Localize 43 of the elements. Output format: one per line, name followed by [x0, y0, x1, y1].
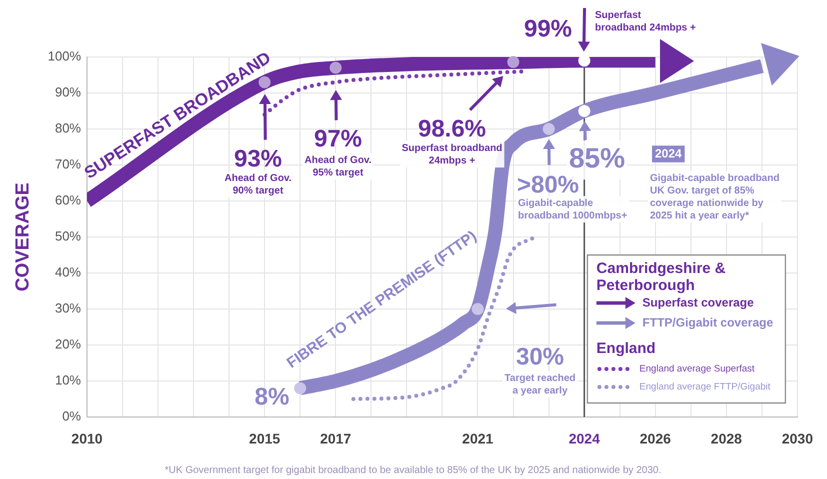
y-tick-label: 30%	[54, 300, 82, 316]
y-tick-label: 60%	[54, 192, 82, 208]
y-tick-label: 20%	[54, 336, 82, 352]
annotation: 8%	[254, 384, 290, 411]
annotation: Superfast broadband 24mbps +	[402, 142, 502, 166]
annotation: England	[596, 340, 656, 358]
annotation: Gigabit-capable broadband 1000mbps+	[518, 198, 628, 222]
annotation: 97%	[314, 126, 362, 153]
x-tick-label: 2021	[462, 430, 494, 446]
y-axis-title: COVERAGE	[12, 182, 34, 292]
annotation: 93%	[234, 146, 282, 173]
legend-label: Superfast coverage	[642, 295, 754, 310]
x-tick-label: 2026	[640, 430, 672, 446]
text: *UK Government target for gigabit broadband to be available to 85% of the UK by 2025 and nationwide by 2030.	[164, 464, 662, 476]
legend-label: England average FTTP/Gigabit	[639, 382, 771, 393]
legend-title: Cambridgeshire & Peterborough	[596, 260, 726, 294]
annotation: 30%	[516, 344, 564, 371]
y-tick-label: 90%	[54, 84, 82, 100]
annotation: 98.6%	[418, 116, 486, 143]
y-tick-label: 40%	[54, 264, 82, 280]
y-tick-label: 80%	[54, 120, 82, 136]
y-tick-label: 0%	[62, 408, 82, 424]
y-tick-label: 70%	[54, 156, 82, 172]
annotation: Target reached a year early	[504, 372, 576, 396]
x-tick-label: 2024	[568, 430, 600, 446]
y-tick-label: 10%	[54, 372, 82, 388]
x-tick-label: 2015	[249, 430, 280, 446]
x-tick-label: 2017	[320, 430, 352, 446]
x-tick-label: 2028	[710, 430, 742, 446]
y-tick-label: 100%	[48, 48, 82, 64]
annotation: Gigabit-capable broadband UK Gov. target of 85% coverage nationwide by 2025 hit a year early*	[650, 172, 780, 222]
annotation: >80%	[516, 172, 580, 199]
text: Superfast broadband 24mbps +	[595, 10, 696, 34]
legend-label: FTTP/Gigabit coverage	[642, 315, 774, 330]
annotation: Ahead of Gov. 95% target	[304, 154, 372, 178]
x-tick-label: 2030	[782, 430, 814, 446]
legend-label: England average Superfast	[639, 364, 755, 375]
annotation: 85%	[568, 142, 626, 174]
annotation: Ahead of Gov. 90% target	[224, 172, 292, 196]
x-tick-label: 2010	[71, 430, 103, 446]
annotation: 2024	[655, 146, 682, 160]
y-tick-label: 50%	[54, 228, 82, 244]
annotation: 99%	[524, 16, 572, 43]
